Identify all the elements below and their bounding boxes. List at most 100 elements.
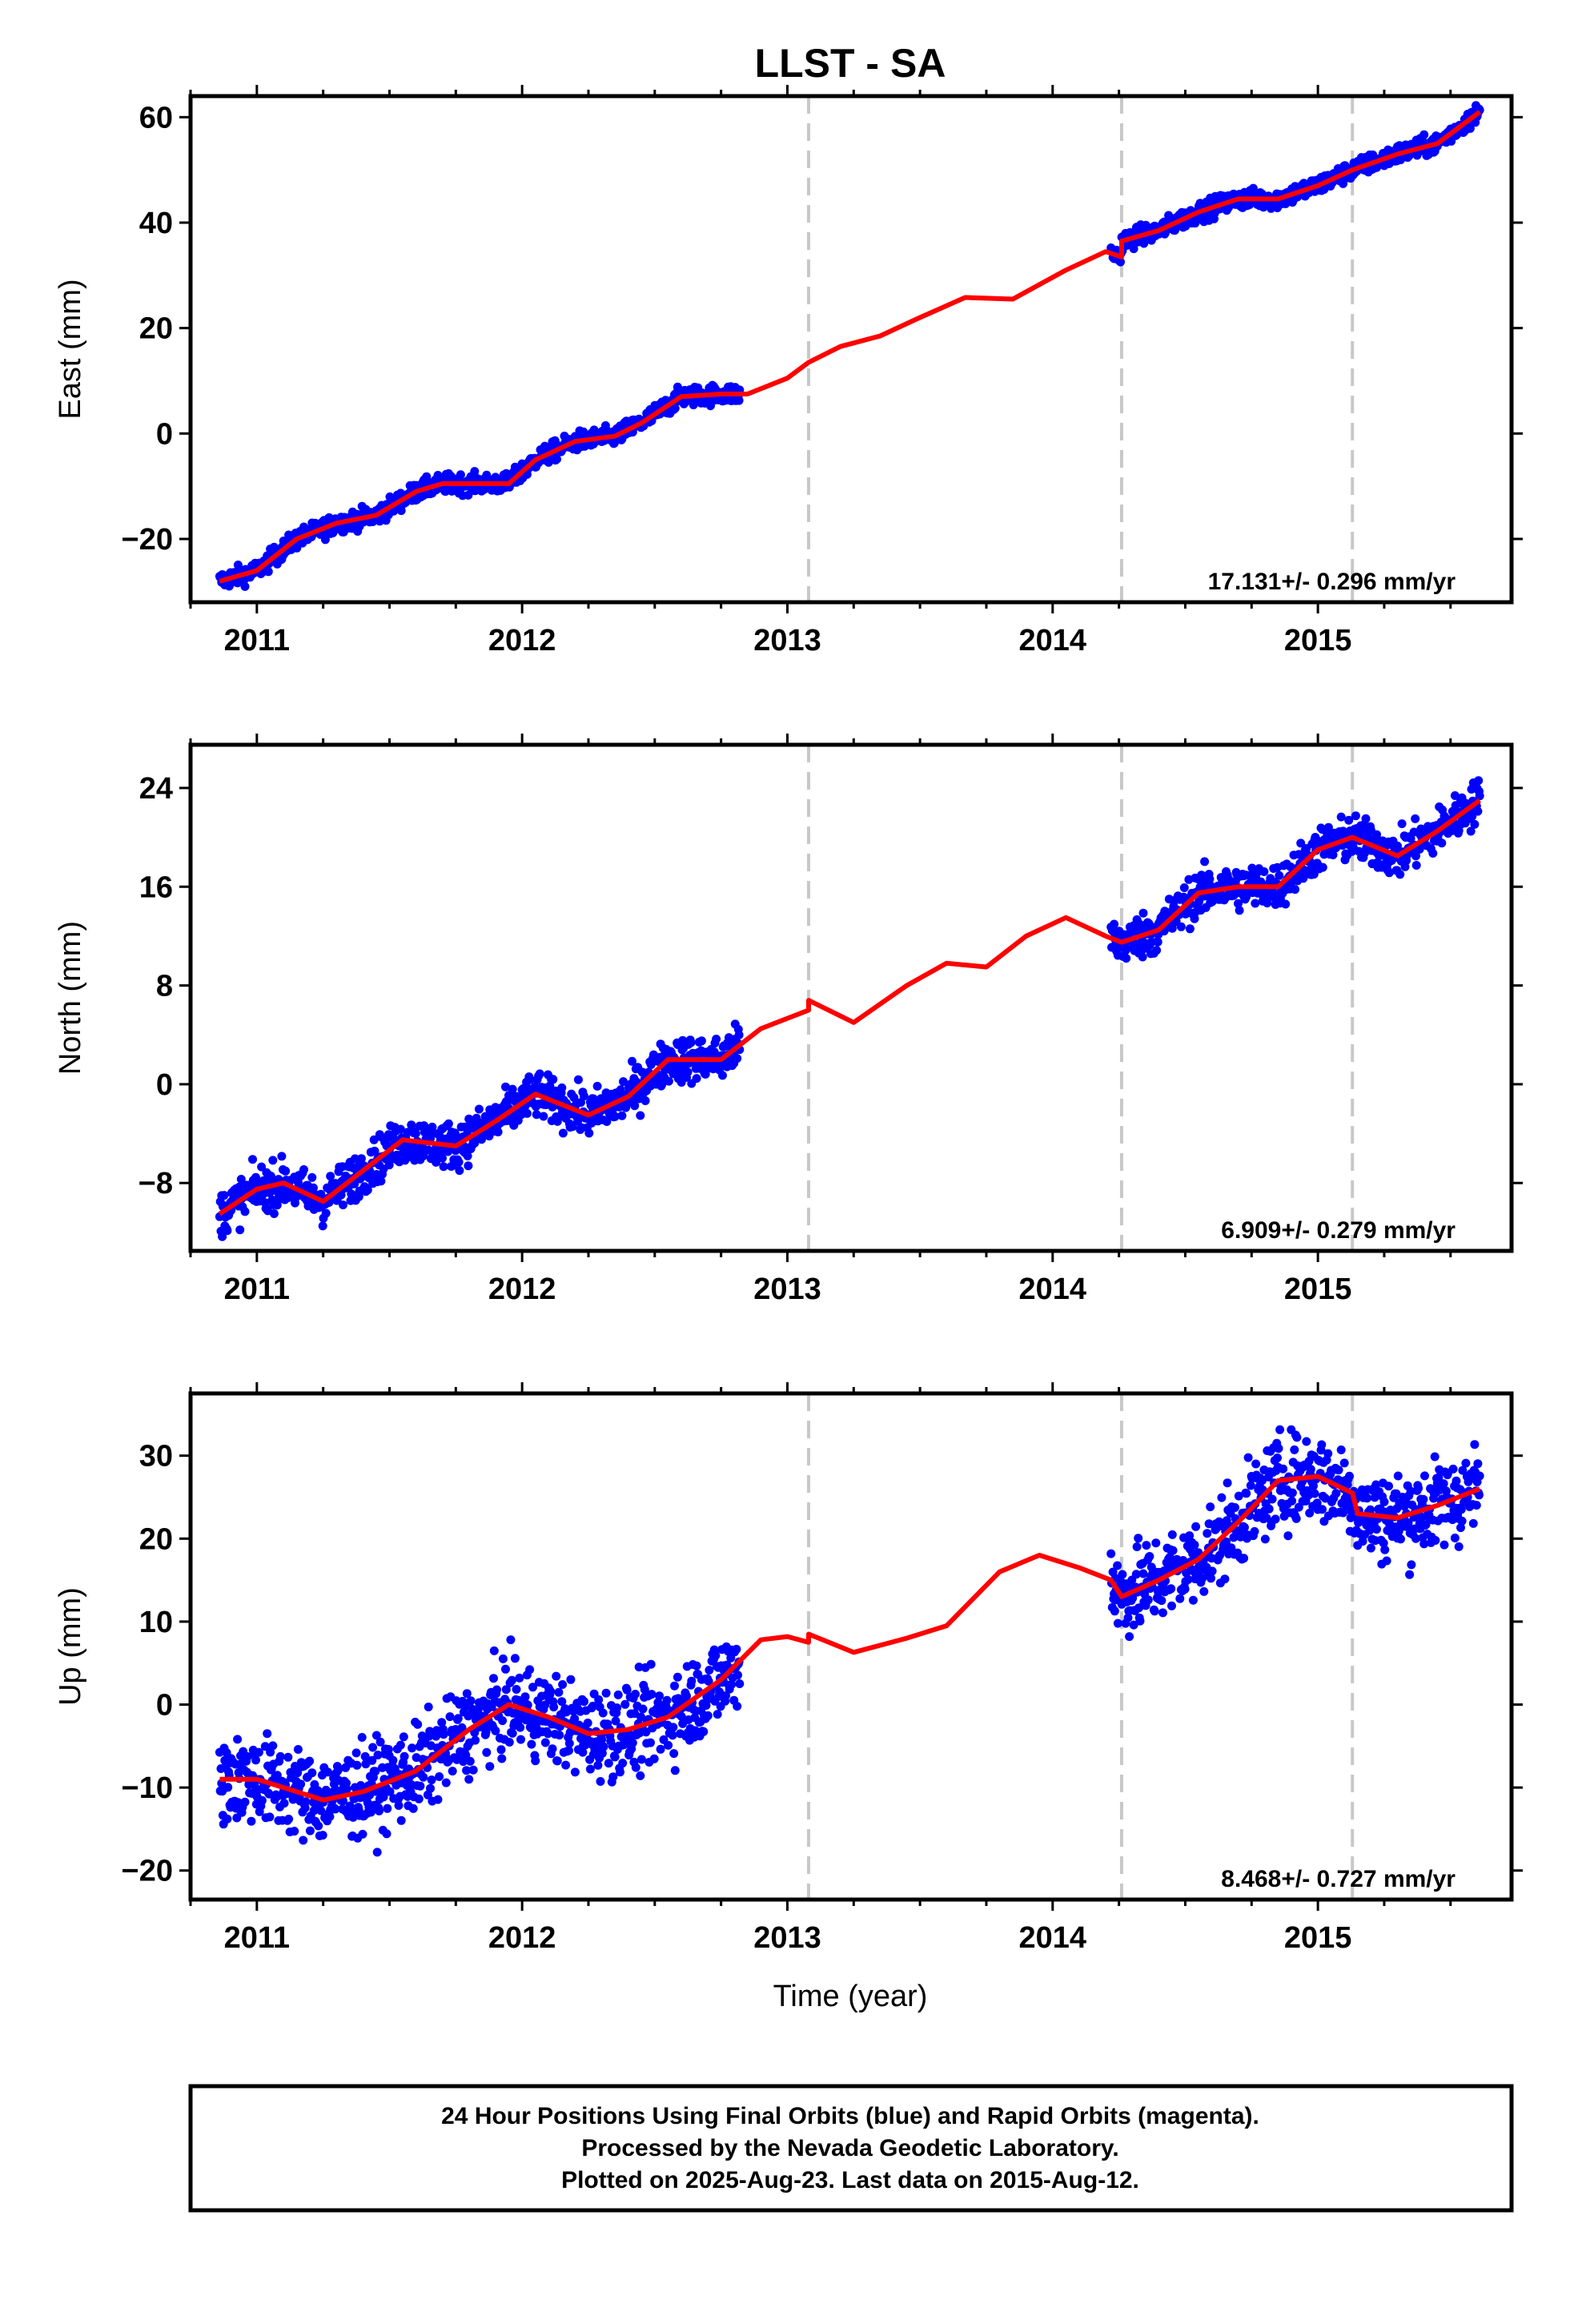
data-point	[1372, 830, 1381, 839]
data-point	[1302, 1437, 1311, 1446]
y-axis-label: Up (mm)	[54, 1587, 87, 1706]
data-point	[468, 1765, 478, 1775]
x-tick-label: 2015	[1284, 1273, 1352, 1306]
data-point	[564, 1739, 574, 1748]
data-point	[427, 1775, 436, 1785]
y-tick-label: 16	[139, 870, 173, 904]
data-point	[585, 1764, 595, 1774]
data-point	[1263, 899, 1272, 908]
y-tick-label: −8	[139, 1167, 173, 1200]
data-point	[351, 1154, 359, 1164]
data-point	[1203, 1529, 1212, 1538]
data-point	[1291, 885, 1300, 895]
data-point	[1470, 1440, 1480, 1449]
data-point	[1310, 1489, 1319, 1498]
data-point	[1454, 826, 1464, 835]
data-point	[462, 1766, 472, 1775]
data-point	[218, 1232, 227, 1241]
data-point	[734, 1030, 744, 1039]
data-point	[1188, 1595, 1198, 1605]
data-point	[326, 1172, 335, 1181]
data-point	[1132, 1542, 1142, 1551]
data-point	[1248, 183, 1258, 193]
data-point	[1452, 1476, 1461, 1486]
data-point	[1234, 1491, 1243, 1501]
data-point	[1466, 826, 1476, 836]
data-point	[320, 535, 330, 545]
data-point	[656, 1744, 665, 1754]
data-point	[1121, 946, 1130, 955]
data-point	[569, 1093, 579, 1102]
data-point	[1145, 1552, 1154, 1561]
data-point	[1217, 1493, 1227, 1502]
data-point	[269, 1209, 279, 1218]
data-point	[634, 1663, 644, 1672]
data-point	[1475, 791, 1484, 801]
data-point	[1251, 1459, 1261, 1469]
rate-label: 8.468+/- 0.727 mm/yr	[1221, 1866, 1456, 1892]
data-point	[336, 1190, 346, 1200]
data-point	[1393, 1471, 1403, 1481]
data-point	[1180, 1584, 1190, 1594]
data-point	[1110, 919, 1119, 929]
x-tick-label: 2012	[488, 624, 556, 657]
data-point	[676, 1068, 685, 1077]
data-point	[1246, 1481, 1255, 1490]
data-point	[670, 404, 680, 413]
data-point	[1223, 1478, 1232, 1488]
data-point	[1167, 923, 1177, 933]
data-point	[1142, 1541, 1151, 1550]
data-point	[439, 1730, 448, 1739]
data-point	[1339, 1508, 1348, 1518]
data-point	[492, 1685, 501, 1695]
data-point	[441, 1778, 451, 1787]
data-point	[462, 1689, 472, 1699]
data-point	[1379, 1497, 1389, 1506]
data-point	[1318, 862, 1327, 872]
data-point	[1458, 1466, 1468, 1475]
y-tick-label: 8	[156, 970, 173, 1003]
data-point	[664, 1076, 673, 1086]
data-point	[240, 1797, 250, 1807]
data-point	[580, 1697, 588, 1707]
data-point	[1153, 937, 1162, 947]
data-point	[1138, 1569, 1148, 1578]
data-point	[321, 1208, 331, 1218]
chart-title: LLST - SA	[755, 41, 946, 86]
data-point	[523, 1700, 532, 1710]
data-point	[601, 1688, 611, 1698]
data-point	[1157, 1596, 1166, 1606]
data-point	[1450, 791, 1460, 800]
data-point	[712, 1035, 721, 1043]
data-point	[373, 1751, 383, 1759]
data-point	[699, 1727, 709, 1736]
data-point	[1135, 1616, 1145, 1626]
data-point	[594, 1695, 604, 1704]
data-point	[379, 1792, 388, 1802]
data-point	[1250, 1526, 1259, 1536]
data-point	[360, 1751, 370, 1761]
data-point	[1222, 1537, 1231, 1546]
data-point	[290, 1827, 299, 1836]
panel-3: 2011 2012 2013 2014 2015 −20 −10 0 10 20 30 Up (mm)…	[54, 1382, 1523, 1955]
data-point	[573, 1075, 583, 1084]
data-point	[1317, 1440, 1327, 1449]
data-point	[662, 1695, 672, 1705]
data-point	[1290, 1445, 1299, 1454]
data-point	[670, 1766, 680, 1775]
data-point	[1260, 1534, 1270, 1544]
data-point	[301, 1797, 311, 1807]
data-point	[1151, 1538, 1161, 1548]
data-point	[636, 1712, 646, 1722]
data-point	[673, 382, 682, 392]
data-point	[564, 1746, 573, 1755]
data-point	[549, 1703, 559, 1712]
y-tick-label: 20	[139, 312, 173, 346]
data-point	[580, 1092, 588, 1101]
data-point	[293, 1768, 303, 1778]
data-point	[1207, 1566, 1217, 1576]
data-point	[1430, 1452, 1439, 1462]
data-point	[235, 1225, 245, 1235]
data-point	[1185, 924, 1195, 934]
data-points	[215, 1425, 1484, 1857]
